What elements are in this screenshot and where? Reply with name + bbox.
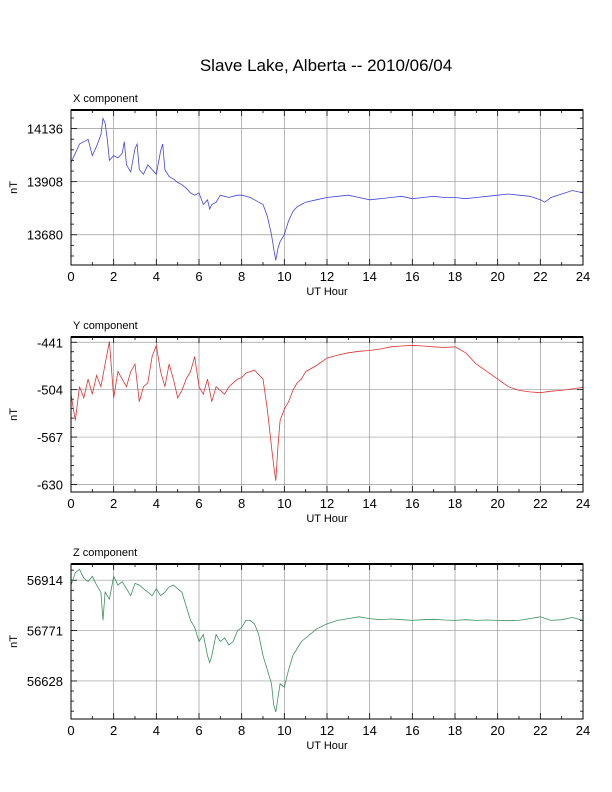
x-tick-label: 2 <box>110 723 117 738</box>
x-tick-label: 22 <box>533 496 547 511</box>
x-axis-label: UT Hour <box>306 286 348 298</box>
x-tick-label: 12 <box>320 269 334 284</box>
x-tick-label: 8 <box>238 496 245 511</box>
panel-title: X component <box>73 93 138 105</box>
x-tick-label: 20 <box>490 723 504 738</box>
panel-title: Z component <box>73 547 137 559</box>
x-tick-label: 8 <box>238 269 245 284</box>
series-line <box>70 341 584 481</box>
x-tick-label: 6 <box>195 269 202 284</box>
x-tick-label: 22 <box>533 269 547 284</box>
x-tick-label: 18 <box>448 496 462 511</box>
x-tick-label: 12 <box>320 496 334 511</box>
chart-panel: 0 2 4 6 8 10 12 14 16 18 20 22 24-630-567-504-441UT … <box>8 320 590 525</box>
y-axis-label: nT <box>8 635 20 648</box>
y-tick-label: 56771 <box>27 624 63 639</box>
x-tick-label: 24 <box>576 496 590 511</box>
y-tick-label: -630 <box>37 477 63 492</box>
x-tick-label: 2 <box>110 269 117 284</box>
x-tick-label: 14 <box>362 723 376 738</box>
x-tick-label: 0 <box>67 269 74 284</box>
panel-title: Y component <box>73 320 138 332</box>
x-tick-label: 0 <box>67 723 74 738</box>
x-axis-label: UT Hour <box>306 740 348 752</box>
x-tick-label: 12 <box>320 723 334 738</box>
x-tick-label: 24 <box>576 723 590 738</box>
page-title: Slave Lake, Alberta -- 2010/06/04 <box>199 56 453 75</box>
x-tick-label: 10 <box>277 496 291 511</box>
x-tick-label: 2 <box>110 496 117 511</box>
y-tick-label: -441 <box>37 335 63 350</box>
x-tick-label: 10 <box>277 269 291 284</box>
x-tick-label: 16 <box>405 723 419 738</box>
x-tick-label: 10 <box>277 723 291 738</box>
y-tick-label: 14136 <box>27 122 63 137</box>
series-line <box>70 568 584 713</box>
y-axis-label: nT <box>8 181 20 194</box>
y-axis-label: nT <box>8 408 20 421</box>
x-tick-label: 4 <box>153 496 160 511</box>
y-tick-label: -567 <box>37 430 63 445</box>
x-tick-label: 0 <box>67 496 74 511</box>
x-tick-label: 16 <box>405 269 419 284</box>
x-tick-label: 4 <box>153 723 160 738</box>
x-tick-label: 14 <box>362 269 376 284</box>
y-tick-label: 56628 <box>27 674 63 689</box>
y-tick-label: 13680 <box>27 228 63 243</box>
x-tick-label: 20 <box>490 269 504 284</box>
x-tick-label: 6 <box>195 496 202 511</box>
x-tick-label: 18 <box>448 269 462 284</box>
x-tick-label: 14 <box>362 496 376 511</box>
series-line <box>70 116 584 261</box>
x-axis-label: UT Hour <box>306 513 348 525</box>
y-tick-label: 13908 <box>27 175 63 190</box>
y-tick-label: 56914 <box>27 573 63 588</box>
x-tick-label: 8 <box>238 723 245 738</box>
x-tick-label: 20 <box>490 496 504 511</box>
y-tick-label: -504 <box>37 383 63 398</box>
x-tick-label: 22 <box>533 723 547 738</box>
x-tick-label: 18 <box>448 723 462 738</box>
x-tick-label: 16 <box>405 496 419 511</box>
x-tick-label: 4 <box>153 269 160 284</box>
x-tick-label: 6 <box>195 723 202 738</box>
x-tick-label: 24 <box>576 269 590 284</box>
